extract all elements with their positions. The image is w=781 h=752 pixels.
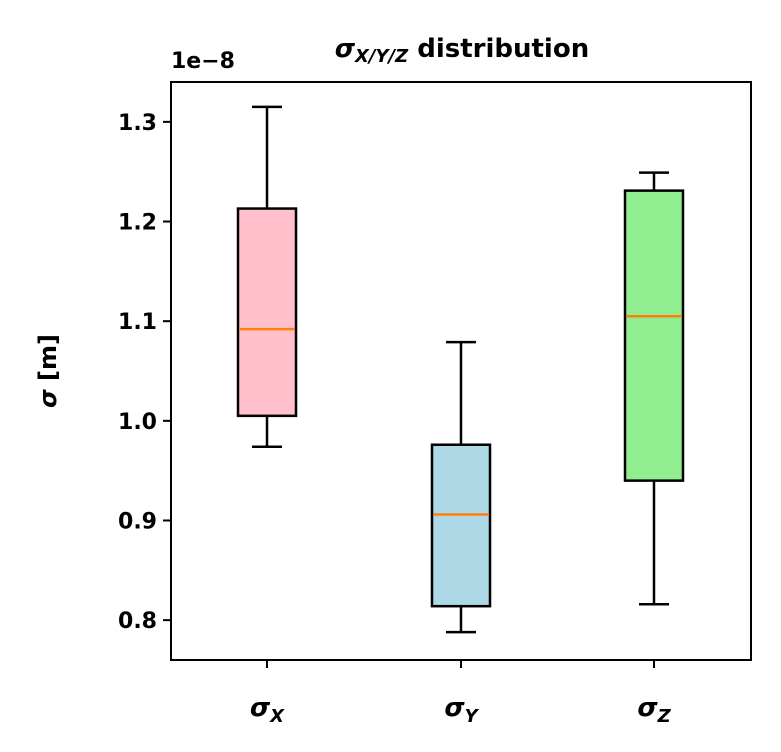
- iqr-box: [236, 207, 298, 418]
- x-tick-label: σZ: [637, 693, 671, 727]
- y-tick-label: 1.0: [118, 410, 157, 435]
- y-tick-label: 0.8: [118, 609, 157, 634]
- iqr-box: [623, 189, 685, 482]
- y-tick-label: 1.3: [118, 111, 157, 136]
- x-axis-ticks: σX σY σZ: [250, 660, 672, 727]
- y-axis-label: σ [m]: [34, 334, 62, 408]
- y-tick-label: 0.9: [118, 509, 157, 534]
- plot-area-frame: [170, 81, 752, 661]
- chart-title: σX/Y/Z distribution: [335, 34, 589, 67]
- x-tick-label: σY: [444, 693, 479, 727]
- box-z: [623, 171, 685, 606]
- y-offset-text: 1e−8: [171, 49, 235, 74]
- y-tick-label: 1.1: [118, 310, 157, 335]
- y-tick-label: 1.2: [118, 211, 157, 236]
- x-tick-label: σX: [250, 693, 285, 727]
- iqr-box: [430, 443, 492, 608]
- y-axis-ticks: 0.8 0.9 1.0 1.1 1.2 1.3: [118, 111, 171, 634]
- box-y: [430, 340, 492, 634]
- box-x: [236, 105, 298, 448]
- box-series: [236, 105, 685, 634]
